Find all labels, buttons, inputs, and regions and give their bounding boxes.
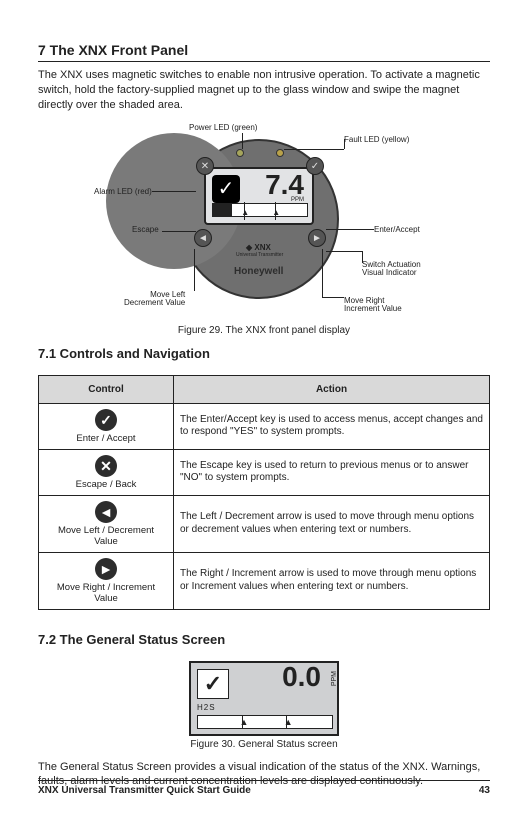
fault-led	[276, 149, 284, 157]
table-row: ✓ Enter / Accept The Enter/Accept key is …	[39, 403, 490, 449]
callout-alarm-led: Alarm LED (red)	[94, 187, 152, 196]
check-icon: ✓	[212, 175, 240, 203]
ctrl-label: Move Left / Decrement Value	[58, 525, 154, 547]
xnx-label: ◆ XNX	[246, 243, 271, 252]
escape-icon: ✕	[95, 455, 117, 477]
xnx-sublabel: Universal Transmitter	[236, 252, 283, 258]
figure-29-caption: Figure 29. The XNX front panel display	[38, 325, 490, 336]
bell-icon: ▲	[241, 208, 249, 217]
action-text: The Left / Decrement arrow is used to mo…	[174, 495, 490, 552]
section-heading: 7 The XNX Front Panel	[38, 42, 490, 62]
ctrl-label: Escape / Back	[76, 479, 137, 490]
bell-icon: ▲	[240, 717, 249, 727]
table-row: ◄Move Left / Decrement Value The Left / …	[39, 495, 490, 552]
action-text: The Escape key is used to return to prev…	[174, 449, 490, 495]
switch-right: ►	[308, 229, 326, 247]
controls-table: Control Action ✓ Enter / Accept The Enter…	[38, 375, 490, 610]
subsection-7-1: 7.1 Controls and Navigation	[38, 346, 490, 361]
callout-power-led: Power LED (green)	[189, 123, 257, 132]
ctrl-label: Enter / Accept	[76, 433, 135, 444]
callout-escape: Escape	[132, 225, 159, 234]
status-bar: ▲ ▲	[197, 715, 333, 729]
power-led	[236, 149, 244, 157]
bell-icon: ▲	[284, 717, 293, 727]
enter-icon: ✓	[95, 409, 117, 431]
status-unit: PPM	[331, 671, 338, 686]
subsection-7-2: 7.2 The General Status Screen	[38, 632, 490, 647]
lcd-screen: ✓ 7.4 PPM ▲ ▲	[204, 167, 314, 225]
switch-escape: ✕	[196, 157, 214, 175]
right-icon: ►	[95, 558, 117, 580]
intro-text: The XNX uses magnetic switches to enable…	[38, 68, 490, 113]
switch-left: ◄	[194, 229, 212, 247]
callout-move-left: Move Left Decrement Value	[124, 291, 185, 309]
col-control: Control	[39, 375, 174, 403]
callout-fault-led: Fault LED (yellow)	[344, 135, 409, 144]
callout-move-right: Move Right Increment Value	[344, 297, 402, 315]
switch-enter: ✓	[306, 157, 324, 175]
check-icon: ✓	[197, 669, 229, 699]
lcd-bar: ▲ ▲	[212, 203, 308, 217]
page-number: 43	[479, 785, 490, 796]
table-row: ✕ Escape / Back The Escape key is used to…	[39, 449, 490, 495]
col-action: Action	[174, 375, 490, 403]
action-text: The Right / Increment arrow is used to m…	[174, 552, 490, 609]
figure-30-caption: Figure 30. General Status screen	[38, 739, 490, 750]
bell-icon: ▲	[272, 208, 280, 217]
left-icon: ◄	[95, 501, 117, 523]
figure-30: ✓ 0.0 PPM H2S ▲ ▲	[189, 661, 339, 736]
status-reading: 0.0	[282, 661, 321, 693]
action-text: The Enter/Accept key is used to access m…	[174, 403, 490, 449]
callout-switch-indicator: Switch Actuation Visual Indicator	[362, 261, 421, 279]
table-row: ►Move Right / Increment Value The Right …	[39, 552, 490, 609]
ctrl-label: Move Right / Increment Value	[57, 582, 155, 604]
footer-title: XNX Universal Transmitter Quick Start Gu…	[38, 785, 251, 796]
page-footer: XNX Universal Transmitter Quick Start Gu…	[38, 780, 490, 796]
brand-label: Honeywell	[234, 266, 283, 277]
figure-29: ✓ 7.4 PPM ▲ ▲ ✕ ✓ ◄ ► ◆ XNX Universal Tr…	[94, 121, 434, 321]
gas-label: H2S	[197, 703, 216, 712]
callout-enter: Enter/Accept	[374, 225, 420, 234]
